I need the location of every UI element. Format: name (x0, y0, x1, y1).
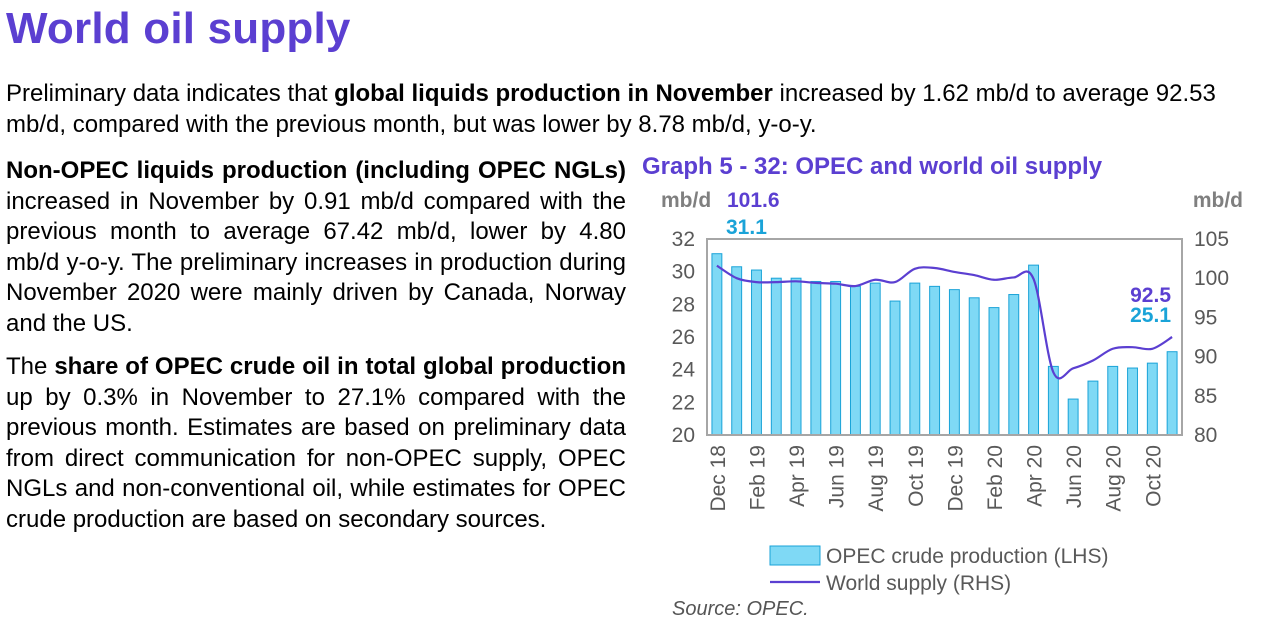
right-tick-label: 85 (1194, 385, 1217, 408)
left-tick-label: 22 (672, 391, 695, 414)
bar-jul-20 (1087, 380, 1099, 436)
bar-dec-19 (948, 289, 960, 436)
label-opec-last: 25.1 (1130, 304, 1171, 327)
bar-oct-19 (909, 282, 921, 436)
x-tick-label: Oct 20 (1142, 445, 1165, 507)
bar-feb-19 (751, 269, 762, 436)
left-axis-unit: mb/d (661, 189, 711, 212)
bar-feb-20 (988, 307, 1000, 436)
world-supply-line (716, 264, 1173, 380)
intro-bold: global liquids production in November (334, 80, 773, 107)
left-tick-label: 32 (672, 228, 695, 251)
x-tick-label: Apr 20 (1024, 445, 1047, 507)
left-tick-label: 26 (672, 326, 695, 349)
intro-text-2: increased by 1.62 mb/d to average 92.53 … (6, 80, 1216, 138)
graph-title: Graph 5 - 32: OPEC and world oil supply (642, 153, 1103, 180)
x-tick-label: Jun 20 (1063, 445, 1086, 508)
left-tick-label: 30 (672, 261, 695, 284)
label-world-last: 92.5 (1130, 284, 1171, 307)
x-tick-label: Feb 19 (746, 445, 769, 510)
legend-bar-swatch (769, 545, 821, 566)
right-tick-label: 100 (1194, 267, 1229, 290)
right-tick-label: 95 (1194, 306, 1217, 329)
right-tick-label: 90 (1194, 346, 1217, 369)
bar-sep-19 (889, 300, 901, 436)
nonopec-paragraph: Non-OPEC liquids production (including O… (6, 156, 626, 339)
share-bold: share of OPEC crude oil in total global … (54, 353, 626, 380)
legend-line-label: World supply (RHS) (826, 572, 1011, 595)
x-tick-label: Dec 19 (944, 445, 967, 512)
bar-aug-20 (1107, 365, 1119, 436)
legend-bar-label: OPEC crude production (LHS) (826, 545, 1108, 568)
share-paragraph: The share of OPEC crude oil in total glo… (6, 352, 626, 535)
bar-jan-19 (731, 266, 743, 436)
label-opec-first: 31.1 (726, 216, 767, 239)
bar-may-19 (810, 280, 822, 436)
bar-jun-20 (1067, 398, 1079, 436)
x-tick-label: Apr 19 (786, 445, 809, 507)
bar-dec-18 (711, 253, 723, 436)
right-axis-unit: mb/d (1193, 189, 1243, 212)
nonopec-text: increased in November by 0.91 mb/d compa… (6, 187, 626, 337)
plot-frame (706, 238, 1183, 436)
page-title: World oil supply (6, 4, 351, 53)
left-tick-label: 20 (672, 424, 695, 447)
source-note: Source: OPEC. (672, 598, 809, 620)
left-tick-label: 28 (672, 293, 695, 316)
bar-nov-19 (929, 285, 941, 436)
bar-aug-19 (869, 282, 881, 436)
share-text-1: The (6, 353, 55, 380)
x-tick-label: Dec 18 (707, 445, 730, 512)
x-tick-label: Aug 20 (1103, 445, 1126, 512)
nonopec-bold: Non-OPEC liquids production (including O… (6, 157, 626, 184)
bar-jan-20 (968, 297, 980, 436)
bar-jul-19 (849, 285, 861, 436)
share-text-2: up by 0.3% in November to 27.1% compared… (6, 383, 626, 533)
bar-sep-20 (1127, 367, 1138, 436)
bar-apr-19 (790, 277, 802, 436)
intro-paragraph: Preliminary data indicates that global l… (6, 78, 1276, 140)
intro-text-1: Preliminary data indicates that (6, 80, 335, 107)
opec-world-supply-chart: 20 22 24 26 28 30 32 80 85 90 95 100 105 mb/d mb/d Dec … (661, 189, 1243, 595)
x-tick-label: Aug 19 (865, 445, 888, 512)
x-tick-label: Oct 19 (905, 445, 928, 507)
bar-oct-20 (1146, 362, 1158, 436)
left-tick-label: 24 (672, 359, 696, 382)
bar-mar-20 (1008, 294, 1020, 436)
right-tick-label: 80 (1194, 424, 1217, 447)
right-tick-label: 105 (1194, 228, 1229, 251)
x-tick-label: Feb 20 (984, 445, 1007, 510)
label-world-first: 101.6 (727, 189, 780, 212)
bar-mar-19 (770, 277, 782, 436)
bar-nov-20 (1166, 351, 1178, 436)
bar-jun-19 (830, 280, 842, 436)
x-tick-label: Jun 19 (826, 445, 849, 508)
